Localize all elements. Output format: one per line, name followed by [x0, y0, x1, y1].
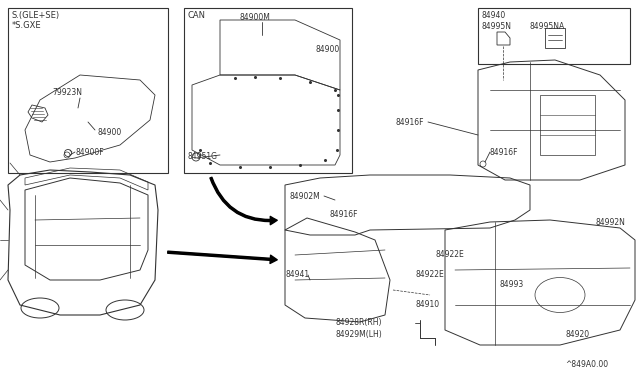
Text: 84995N: 84995N — [482, 22, 512, 31]
Text: 84922E: 84922E — [435, 250, 464, 259]
Text: 84900: 84900 — [98, 128, 122, 137]
Text: CAN: CAN — [188, 11, 206, 20]
Text: 84900: 84900 — [315, 45, 339, 54]
FancyArrowPatch shape — [168, 251, 277, 263]
Text: 84922E: 84922E — [415, 270, 444, 279]
Text: 84941: 84941 — [285, 270, 309, 279]
Text: 84995NA: 84995NA — [530, 22, 565, 31]
Text: 84900F: 84900F — [75, 148, 104, 157]
Text: 84993: 84993 — [500, 280, 524, 289]
Text: 84929M(LH): 84929M(LH) — [335, 330, 381, 339]
Text: 84910: 84910 — [415, 300, 439, 309]
Text: 84916F: 84916F — [395, 118, 424, 127]
Text: 79923N: 79923N — [52, 88, 82, 97]
Text: 84992N: 84992N — [595, 218, 625, 227]
Bar — [540, 95, 595, 155]
Text: 84928R(RH): 84928R(RH) — [335, 318, 381, 327]
Text: 84940: 84940 — [482, 11, 506, 20]
Text: ^849A0.00: ^849A0.00 — [565, 360, 608, 369]
Text: 84902M: 84902M — [290, 192, 321, 201]
Text: *S.GXE: *S.GXE — [12, 21, 42, 30]
Bar — [8, 8, 168, 173]
Text: 84900M: 84900M — [240, 13, 271, 22]
Text: 84916F: 84916F — [490, 148, 518, 157]
FancyArrowPatch shape — [210, 177, 277, 225]
Text: 84951G: 84951G — [188, 152, 218, 161]
Bar — [478, 8, 630, 64]
Text: 84920: 84920 — [565, 330, 589, 339]
Text: 84916F: 84916F — [330, 210, 358, 219]
Bar — [184, 8, 352, 173]
Text: S.(GLE+SE): S.(GLE+SE) — [12, 11, 60, 20]
